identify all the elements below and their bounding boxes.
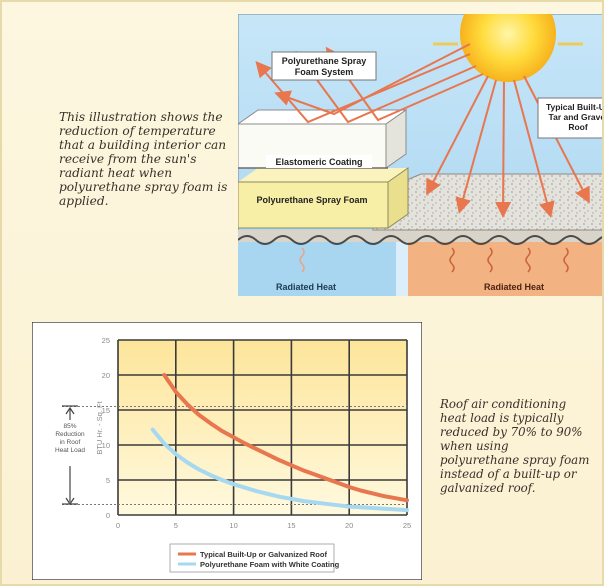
label-radiated-heat-left: Radiated Heat	[276, 282, 336, 292]
x-tick-label: 25	[403, 521, 411, 530]
svg-text:in Roof: in Roof	[60, 439, 81, 446]
chart-legend: Typical Built-Up or Galvanized Roof Poly…	[169, 543, 340, 573]
svg-text:Polyurethane Spray Foam: Polyurethane Spray Foam	[256, 195, 367, 205]
hot-interior	[408, 242, 604, 296]
legend-label-builtup: Typical Built-Up or Galvanized Roof	[200, 550, 327, 559]
svg-text:Elastomeric Coating: Elastomeric Coating	[275, 157, 362, 167]
y-tick-label: 10	[102, 441, 110, 450]
svg-text:85%: 85%	[63, 423, 76, 430]
series-line-builtup	[162, 373, 409, 503]
label-foam-system: Polyurethane Spray Foam System	[271, 51, 377, 81]
x-tick-label: 20	[345, 521, 353, 530]
svg-text:Polyurethane Spray: Polyurethane Spray	[282, 56, 367, 66]
heat-load-chart: 0 5 10 15 20 25 0 5 10 15 20 25 BTU Hr. - Sq. Ft 8…	[32, 322, 422, 580]
reduction-annotation: 85% Reduction in Roof Heat Load	[55, 405, 85, 506]
y-tick-label: 15	[102, 406, 110, 415]
svg-text:Heat Load: Heat Load	[55, 447, 85, 454]
label-spray-foam: Polyurethane Spray Foam	[256, 195, 367, 205]
sun-icon	[433, 14, 583, 82]
x-tick-label: 0	[116, 521, 120, 530]
svg-text:Typical Built-Up: Typical Built-Up	[546, 102, 604, 112]
svg-text:Roof: Roof	[568, 122, 588, 132]
chart-reference-lines	[62, 406, 407, 505]
top-caption: This illustration shows the reduction of…	[59, 110, 228, 209]
svg-text:Tar and Gravel: Tar and Gravel	[549, 112, 604, 122]
x-tick-label: 10	[229, 521, 237, 530]
legend-label-foam: Polyurethane Foam with White Coating	[200, 560, 340, 569]
foam-layer	[238, 167, 409, 229]
svg-text:Foam System: Foam System	[295, 67, 354, 77]
series-line-foam	[150, 427, 409, 513]
x-tick-label: 5	[174, 521, 178, 530]
chart-series	[150, 373, 409, 513]
chart-x-ticks: 0 5 10 15 20 25	[116, 521, 411, 530]
y-tick-label: 5	[106, 476, 110, 485]
y-tick-label: 0	[106, 511, 110, 520]
svg-text:Reduction: Reduction	[55, 431, 85, 438]
roof-deck	[238, 230, 604, 245]
roof-diagram: Polyurethane Spray Foam System Elastomer…	[238, 14, 604, 296]
y-tick-label: 25	[102, 336, 110, 345]
x-tick-label: 15	[287, 521, 295, 530]
chart-y-ticks: 0 5 10 15 20 25	[102, 336, 110, 520]
bottom-caption: Roof air conditioning heat load is typic…	[440, 396, 590, 495]
label-radiated-heat-right: Radiated Heat	[484, 282, 544, 292]
cool-interior	[238, 242, 408, 296]
chart-y-axis-label: BTU Hr. - Sq. Ft	[95, 400, 104, 454]
heat-wiggles	[299, 247, 569, 273]
label-builtup-roof: Typical Built-Up Tar and Gravel Roof	[537, 97, 604, 139]
label-elastomeric-coating: Elastomeric Coating	[266, 155, 372, 168]
y-tick-label: 20	[102, 371, 110, 380]
